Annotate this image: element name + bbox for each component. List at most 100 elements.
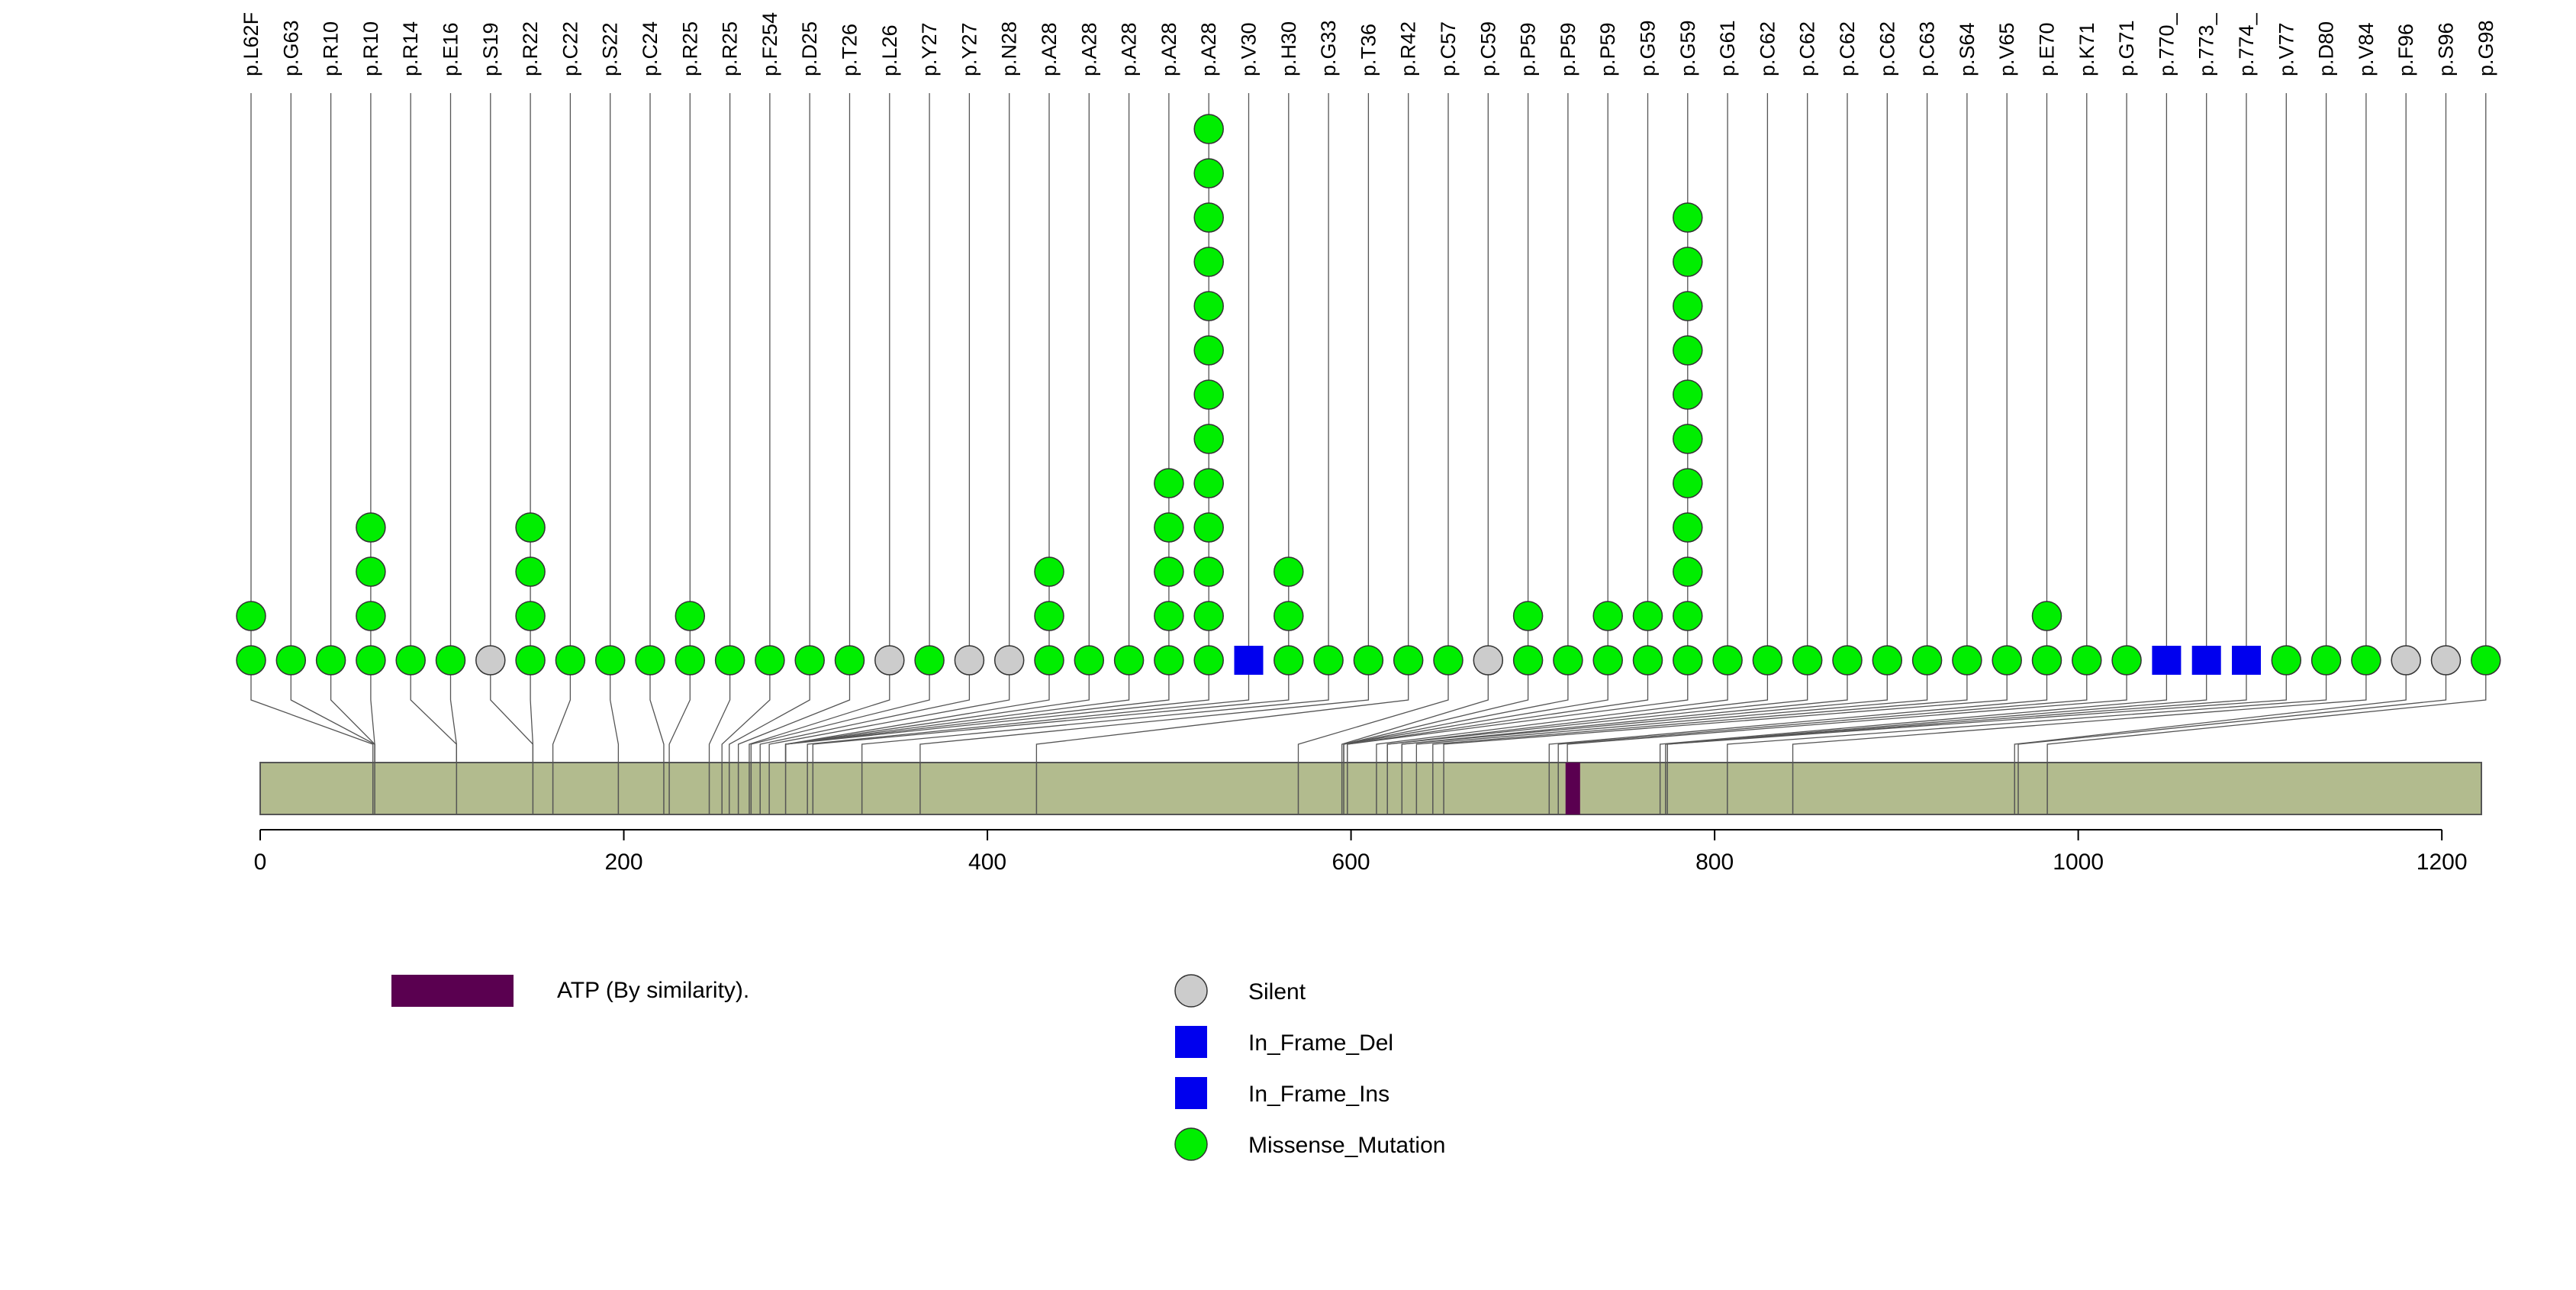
mutation-mark-missense-mutation [1193, 202, 1224, 233]
mutation-label: p.G61 [1716, 20, 1739, 76]
mutation-stem [919, 93, 1370, 763]
mutation-label: p.F254 [758, 12, 781, 76]
mutation-mark-missense-mutation [675, 645, 706, 676]
legend-label-in-frame-del: In_Frame_Del [1248, 1030, 1393, 1056]
mutation-mark-missense-mutation [755, 645, 785, 676]
legend-label-missense-mutation: Missense_Mutation [1248, 1133, 1445, 1158]
mutation-label: p.A28 [1197, 22, 1220, 76]
mutation-mark-missense-mutation [1433, 645, 1463, 676]
mutation-mark-missense-mutation [1154, 645, 1184, 676]
mutation-label: p.R14 [399, 21, 422, 76]
mutation-mark-missense-mutation [1673, 424, 1703, 454]
legend-swatch-in-frame-del [1175, 1026, 1207, 1058]
mutation-stem [768, 93, 1010, 763]
mutation-mark-silent [2391, 645, 2421, 676]
mutation-stem [729, 93, 810, 763]
legend-domain-swatch [391, 975, 514, 1007]
mutation-mark-missense-mutation [315, 645, 346, 676]
mutation-mark-missense-mutation [236, 645, 266, 676]
mutation-mark-missense-mutation [1154, 512, 1184, 543]
mutation-mark-missense-mutation [1193, 114, 1224, 144]
legend-label-silent: Silent [1248, 979, 1306, 1005]
mutation-mark-missense-mutation [1353, 645, 1384, 676]
x-tick-label: 800 [1695, 850, 1734, 875]
mutation-stem [1727, 93, 2327, 763]
mutation-label: p.S96 [2435, 22, 2458, 76]
mutation-mark-missense-mutation [635, 645, 665, 676]
mutation-stem [1659, 93, 2168, 763]
mutation-stem [1297, 93, 1449, 763]
mutation-stem [861, 93, 1329, 763]
mutation-stem [1548, 93, 2048, 763]
mutation-mark-silent [1473, 645, 1504, 676]
mutation-mark-missense-mutation [1712, 645, 1743, 676]
mutation-label: p.C63 [1916, 21, 1939, 76]
mutation-label: p.C62 [1876, 21, 1898, 76]
mutation-mark-missense-mutation [1274, 556, 1304, 587]
mutation-mark-missense-mutation [2031, 601, 2062, 631]
mutation-mark-missense-mutation [1113, 645, 1145, 676]
mutation-marks [236, 114, 2501, 676]
mutation-label: p.G98 [2475, 20, 2497, 76]
mutation-mark-missense-mutation [1393, 645, 1424, 676]
x-axis: 0 200 400 600 800 1000 1200 [254, 829, 2468, 875]
mutation-mark-missense-mutation [1193, 158, 1224, 189]
mutation-mark-missense-mutation [356, 512, 386, 543]
mutation-label: p.774_ [2235, 12, 2258, 76]
mutation-mark-missense-mutation [1512, 601, 1544, 631]
mutation-mark-missense-mutation [2111, 645, 2142, 676]
mutation-label: p.L62F [240, 12, 262, 76]
mutation-mark-missense-mutation [1792, 645, 1823, 676]
mutation-mark-missense-mutation [1832, 645, 1863, 676]
mutation-mark-missense-mutation [515, 512, 546, 543]
protein-backbone [259, 762, 2482, 815]
mutation-mark-missense-mutation [1193, 601, 1224, 631]
mutation-label: p.K71 [2075, 22, 2098, 76]
mutation-mark-missense-mutation [2072, 645, 2102, 676]
mutation-mark-missense-mutation [275, 645, 307, 676]
mutation-mark-missense-mutation [1034, 556, 1064, 587]
mutation-stem [1792, 93, 2367, 763]
mutation-label: p.R10 [359, 21, 382, 76]
mutation-mark-missense-mutation [1034, 645, 1064, 676]
mutation-mark-missense-mutation [1673, 556, 1703, 587]
mutation-mark-missense-mutation [1193, 379, 1224, 410]
mutation-mark-in-frame-del [1234, 646, 1264, 675]
legend-swatch-missense-mutation [1174, 1127, 1208, 1161]
mutation-mark-missense-mutation [675, 601, 706, 631]
mutation-label: p.C59 [1476, 21, 1499, 76]
mutation-mark-missense-mutation [1632, 601, 1663, 631]
mutation-stem [250, 93, 374, 763]
legend-swatch-silent [1174, 974, 1208, 1008]
mutation-stem [750, 93, 930, 763]
mutation-mark-missense-mutation [1313, 645, 1344, 676]
mutation-mark-missense-mutation [2031, 645, 2062, 676]
mutation-label: p.Y27 [958, 22, 980, 76]
mutation-stem [749, 93, 890, 763]
mutation-stem [807, 93, 1250, 763]
mutation-label: p.F96 [2394, 24, 2417, 76]
mutation-mark-missense-mutation [1274, 645, 1304, 676]
mutation-mark-missense-mutation [1632, 645, 1663, 676]
mutation-mark-missense-mutation [1673, 379, 1703, 410]
mutation-stem [1666, 93, 2287, 763]
mutation-mark-missense-mutation [1193, 424, 1224, 454]
mutation-label: p.G63 [279, 20, 302, 76]
mutation-stem [759, 93, 971, 763]
mutation-label: p.A28 [1038, 22, 1061, 76]
legend-domain-label: ATP (By similarity). [557, 978, 749, 1003]
mutation-mark-silent [874, 645, 905, 676]
mutation-mark-missense-mutation [1872, 645, 1903, 676]
mutation-mark-missense-mutation [356, 601, 386, 631]
mutation-label: p.A28 [1077, 22, 1100, 76]
mutation-label: p.P59 [1557, 22, 1579, 76]
mutation-label: p.C22 [559, 21, 581, 76]
mutation-label: p.D80 [2315, 21, 2338, 76]
mutation-mark-missense-mutation [1193, 335, 1224, 366]
mutation-mark-missense-mutation [356, 645, 386, 676]
mutation-mark-missense-mutation [1553, 645, 1583, 676]
mutation-stem [1386, 93, 1808, 763]
mutation-label: p.G33 [1317, 20, 1340, 76]
mutation-label: p.G59 [1676, 20, 1699, 76]
